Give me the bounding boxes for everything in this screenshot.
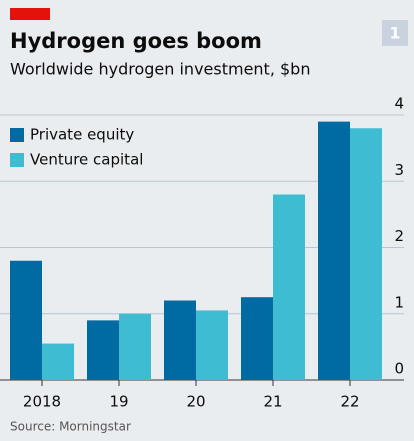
bar [87,320,119,380]
chart-title: Hydrogen goes boom [10,29,262,53]
y-tick-label: 3 [394,161,404,179]
bar [273,194,305,380]
legend-label: Venture capital [30,151,143,169]
red-tag [10,8,50,20]
y-tick-label: 0 [394,360,404,378]
x-tick-label: 22 [340,393,359,411]
badge-box [382,20,408,46]
y-tick-label: 1 [394,293,404,311]
legend-label: Private equity [30,126,134,144]
bar [318,121,350,380]
x-tick-label: 2018 [23,393,61,411]
x-tick-label: 20 [186,393,205,411]
legend-swatch [10,128,24,142]
badge: 1 [389,24,400,43]
x-tick-label: 21 [263,393,282,411]
bar [164,300,196,380]
y-tick-label: 4 [394,95,404,113]
chart-subtitle: Worldwide hydrogen investment, $bn [10,60,310,79]
x-tick-label: 19 [109,393,128,411]
bar [10,260,42,380]
legend-swatch [10,153,24,167]
source: Source: Morningstar [10,420,131,434]
bar [119,313,151,380]
bar [42,343,74,380]
bar [196,310,228,380]
bar [350,128,382,380]
bar [241,297,273,380]
y-tick-label: 2 [394,227,404,245]
